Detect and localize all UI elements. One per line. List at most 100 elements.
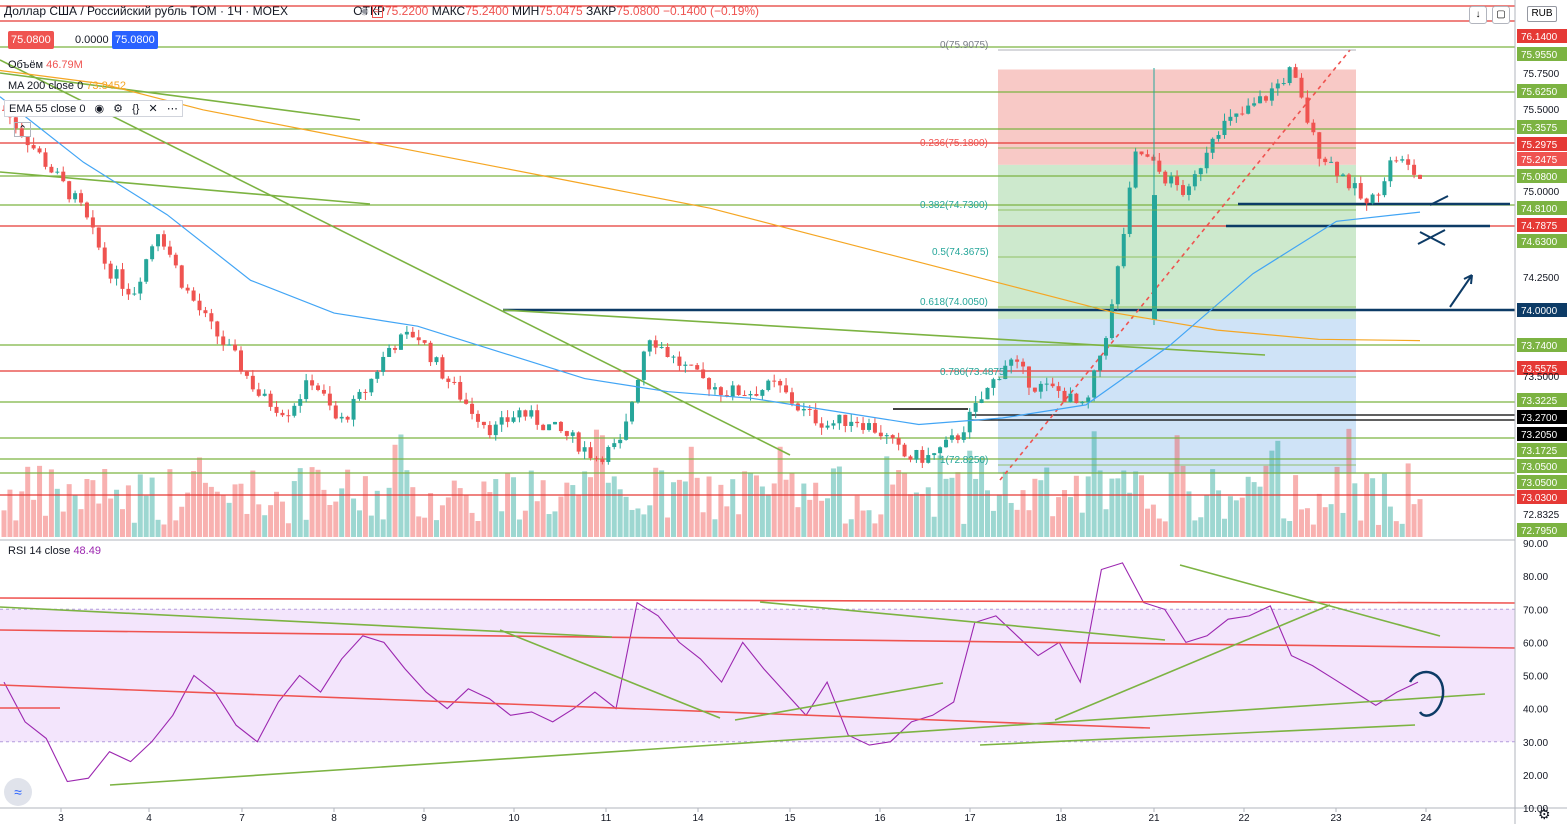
tradingview-logo-icon[interactable]: ≈ <box>4 778 32 806</box>
volume-bar <box>1381 473 1387 537</box>
volume-bar <box>114 489 120 537</box>
close-icon[interactable]: ✕ <box>148 103 158 115</box>
candle-body <box>339 416 344 419</box>
volume-bar <box>392 444 398 537</box>
candle-body <box>1044 383 1049 385</box>
ema-legend[interactable]: EMA 55 close 0 ◉ ⚙ {} ✕ ⋯ <box>4 100 183 117</box>
volume-bar <box>599 435 605 537</box>
more-icon[interactable]: ⋯ <box>166 103 178 115</box>
candle-body <box>179 265 184 288</box>
maximize-icon[interactable]: ▢ <box>1492 6 1510 24</box>
volume-bar <box>511 477 517 537</box>
volume-bar <box>1293 475 1299 537</box>
volume-bar <box>244 513 250 537</box>
candle-body <box>61 171 66 182</box>
braces-icon[interactable]: {} <box>132 103 140 115</box>
price-tag-bg <box>1517 459 1567 473</box>
volume-bar <box>315 469 321 537</box>
candle-body <box>1038 383 1043 392</box>
price-tag-bg <box>1517 490 1567 504</box>
ma-legend[interactable]: MA 200 close 0 73.8452 <box>8 80 126 92</box>
gear-icon[interactable]: ⚙ <box>113 103 124 115</box>
volume-bar <box>339 488 345 537</box>
candle-body <box>434 357 439 363</box>
x-tick-label: 15 <box>784 813 796 824</box>
x-tick-label: 3 <box>58 813 64 824</box>
candle-body <box>1115 266 1120 305</box>
y-tick-label: 75.5000 <box>1523 105 1560 116</box>
eye-icon[interactable]: ◉ <box>94 103 105 115</box>
settings-gear-icon[interactable]: ⚙ <box>1538 806 1551 822</box>
candle-body <box>1222 120 1227 135</box>
volume-bar <box>7 489 13 537</box>
collapse-chevron-icon[interactable]: ⌃ <box>14 122 32 137</box>
rsi-tick-label: 60.00 <box>1523 638 1548 649</box>
volume-bar <box>1050 516 1056 537</box>
candle-body <box>701 369 706 379</box>
x-tick-label: 4 <box>146 813 152 824</box>
ma-label: MA 200 close 0 <box>8 80 84 92</box>
price-box-2: 0.0000 <box>75 34 109 46</box>
candle-body <box>1062 390 1067 403</box>
eye-icon[interactable]: ◉ <box>360 6 369 17</box>
candle-body <box>1009 359 1014 366</box>
rsi-trend-line <box>1179 564 1441 637</box>
candle-body <box>659 346 664 348</box>
candle-body <box>357 391 362 399</box>
price-tag: 75.3575 <box>1521 123 1558 134</box>
candle-body <box>594 458 599 460</box>
x-tick-label: 16 <box>874 813 886 824</box>
candle-body <box>754 394 759 396</box>
candle-body <box>529 410 534 417</box>
volume-bar <box>362 476 368 537</box>
volume-bar <box>19 491 25 537</box>
candle-body <box>398 334 403 350</box>
compare-icon[interactable]: ≈ <box>371 5 384 18</box>
fib-level-label: 0(75.9075) <box>940 40 988 51</box>
candle-body <box>855 421 860 424</box>
candle-body <box>1103 338 1108 356</box>
volume-bar <box>291 481 297 537</box>
volume-bar <box>1186 491 1192 537</box>
volume-bar <box>469 512 475 537</box>
volume-bar <box>854 495 860 537</box>
price-tag: 73.0500 <box>1521 478 1558 489</box>
price-tag: 75.2475 <box>1521 155 1558 166</box>
candle-body <box>985 387 990 400</box>
price-tag: 76.1400 <box>1521 32 1558 43</box>
volume-bar <box>1245 476 1251 537</box>
volume-bar <box>670 482 676 537</box>
fib-level-label: 0.382(74.7300) <box>920 200 988 211</box>
symbol-title[interactable]: Доллар США / Российский рубль TOM · 1Ч ·… <box>4 4 288 18</box>
volume-legend[interactable]: Объём 46.79M <box>8 59 83 71</box>
candle-body <box>955 435 960 440</box>
candle-body <box>837 414 842 424</box>
candle-body <box>493 424 498 436</box>
y-tick-label: 74.2500 <box>1523 273 1560 284</box>
candle-body <box>1092 370 1097 398</box>
volume-bar <box>356 510 362 537</box>
price-box-1: 75.0800 <box>8 31 54 49</box>
volume-bar <box>303 519 309 537</box>
candle-body <box>1364 198 1369 204</box>
volume-bar <box>801 483 807 537</box>
candle-body <box>1388 160 1393 182</box>
rsi-trend-line <box>1054 604 1331 721</box>
change-value: −0.1400 (−0.19%) <box>662 4 760 18</box>
price-tag-bg <box>1517 234 1567 248</box>
candle-body <box>1157 160 1162 172</box>
candle-body <box>1269 88 1274 101</box>
volume-bar <box>1328 504 1334 537</box>
candle-body <box>1317 132 1322 159</box>
volume-bar <box>463 495 469 537</box>
candle-body <box>967 411 972 433</box>
currency-badge[interactable]: RUB <box>1527 6 1557 22</box>
candle-body <box>1056 386 1061 391</box>
volume-bar <box>1233 500 1239 537</box>
volume-bar <box>327 504 333 537</box>
candle-body <box>730 385 735 397</box>
rsi-legend[interactable]: RSI 14 close 48.49 <box>8 545 101 557</box>
scroll-down-icon[interactable]: ↓ <box>1469 6 1487 24</box>
volume-bar <box>1085 476 1091 537</box>
